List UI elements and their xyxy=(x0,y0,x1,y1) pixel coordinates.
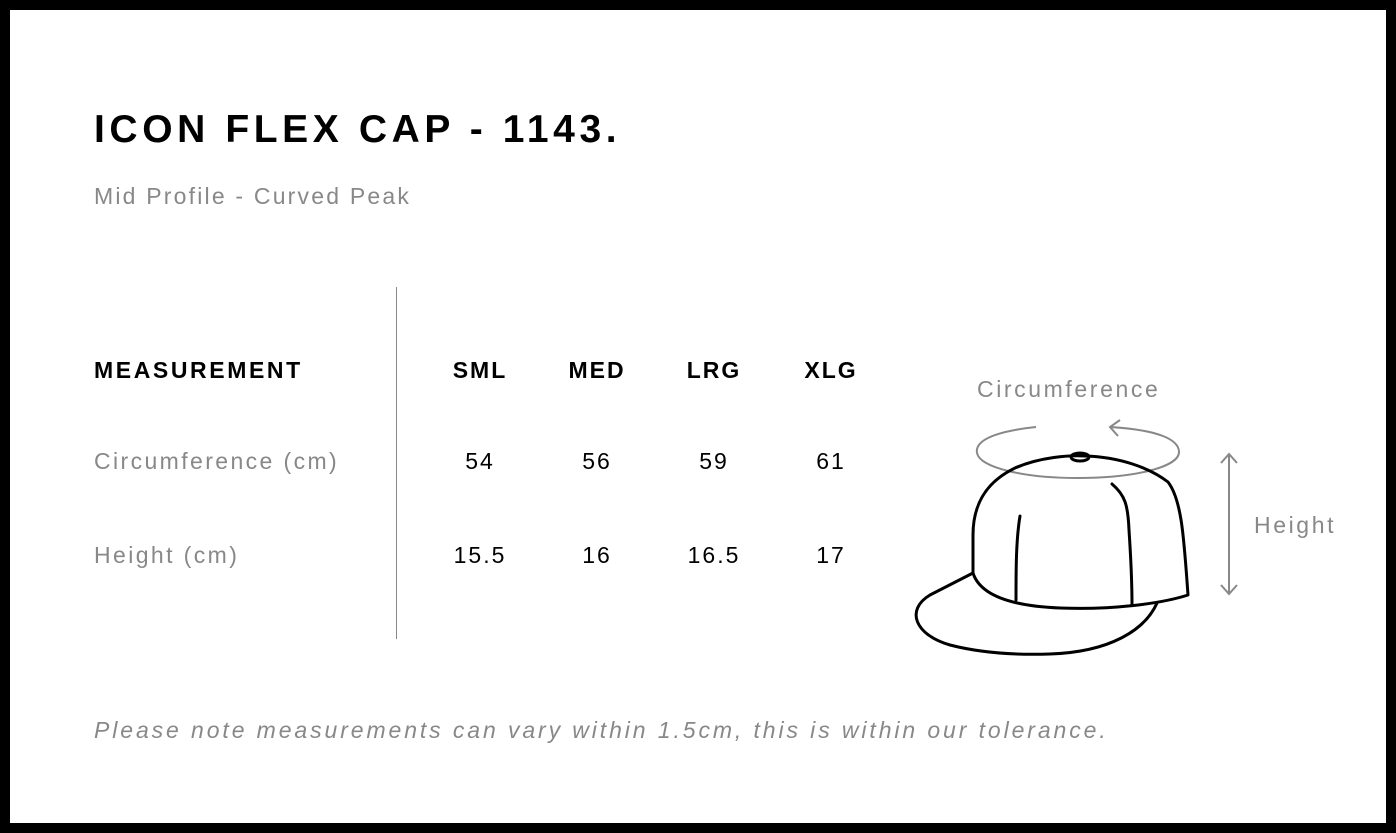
tolerance-note: Please note measurements can vary within… xyxy=(94,717,1109,743)
circumference-arrow-icon xyxy=(975,419,1181,480)
page-subtitle: Mid Profile - Curved Peak xyxy=(94,183,412,209)
measurement-header: MEASUREMENT xyxy=(94,357,303,383)
column-header-lrg: LRG xyxy=(686,357,742,383)
column-header-xlg: XLG xyxy=(804,357,858,383)
cell-circumference-med: 56 xyxy=(582,448,612,474)
column-header-sml: SML xyxy=(452,357,508,383)
cell-circumference-sml: 54 xyxy=(465,448,495,474)
row-label-circumference: Circumference (cm) xyxy=(94,448,340,474)
cell-circumference-lrg: 59 xyxy=(699,448,729,474)
cap-icon xyxy=(914,451,1190,656)
height-arrow-icon xyxy=(1220,452,1238,596)
row-label-height: Height (cm) xyxy=(94,542,240,568)
diagram-circumference-label: Circumference xyxy=(977,376,1161,402)
column-header-med: MED xyxy=(568,357,626,383)
cell-height-med: 16 xyxy=(582,542,612,568)
cell-height-xlg: 17 xyxy=(816,542,846,568)
cell-circumference-xlg: 61 xyxy=(816,448,846,474)
divider xyxy=(396,287,397,639)
cell-height-sml: 15.5 xyxy=(453,542,507,568)
page-title: ICON FLEX CAP - 1143. xyxy=(94,108,622,151)
diagram-height-label: Height xyxy=(1254,512,1337,538)
cell-height-lrg: 16.5 xyxy=(687,542,741,568)
